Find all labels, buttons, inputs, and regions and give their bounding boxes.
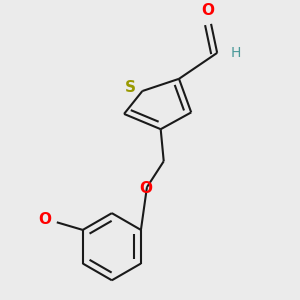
Text: H: H [231, 46, 241, 60]
Text: O: O [139, 181, 152, 196]
Text: O: O [38, 212, 51, 227]
Text: S: S [125, 80, 136, 95]
Text: O: O [202, 3, 214, 18]
